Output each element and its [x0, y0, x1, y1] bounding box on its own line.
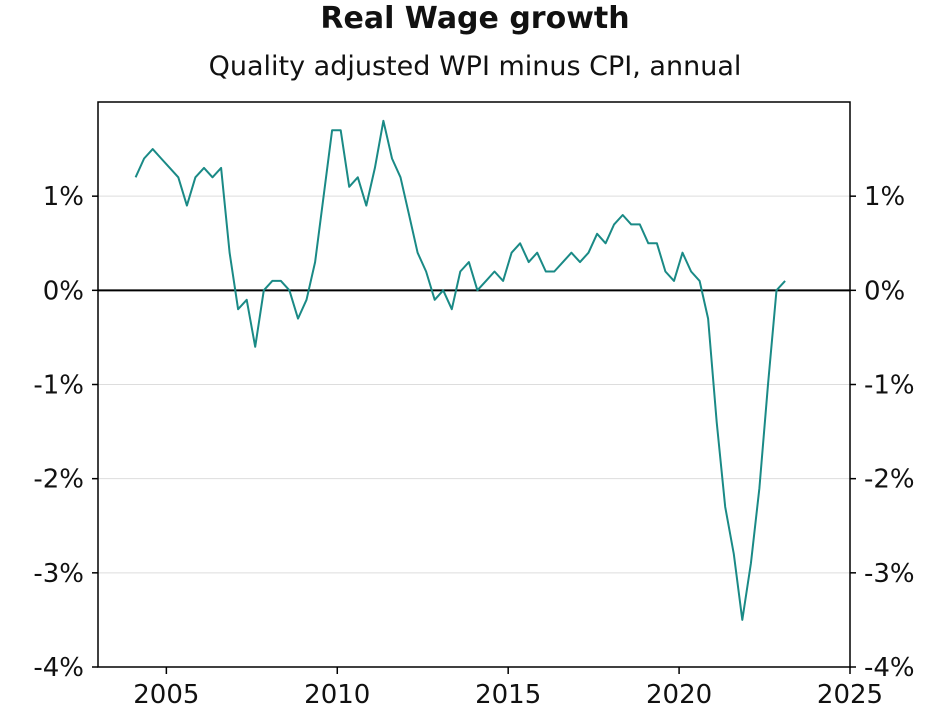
y-axis-right-labels: 1% 0% -1% -2% -3% -4% — [864, 182, 915, 683]
y-tick-label-left: 0% — [43, 276, 84, 306]
y-axis-left-labels: 1% 0% -1% -2% -3% -4% — [33, 182, 84, 683]
x-axis-labels: 2005 2010 2015 2020 2025 — [133, 680, 883, 710]
y-tick-label-right: -2% — [864, 465, 915, 495]
x-tick-label: 2020 — [646, 680, 712, 710]
chart-subtitle: Quality adjusted WPI minus CPI, annual — [208, 51, 742, 82]
gridlines — [98, 195, 850, 574]
y-tick-label-left: -2% — [33, 465, 84, 495]
x-tick-label: 2025 — [817, 680, 883, 710]
y-tick-label-left: -4% — [33, 653, 84, 683]
y-tick-label-left: -1% — [33, 371, 84, 401]
y-tick-label-right: 1% — [864, 182, 905, 212]
y-tick-label-right: -1% — [864, 371, 915, 401]
x-tick-label: 2010 — [304, 680, 370, 710]
y-tick-label-right: 0% — [864, 276, 905, 306]
y-tick-label-left: -3% — [33, 559, 84, 589]
y-tick-label-left: 1% — [43, 182, 84, 212]
x-tick-label: 2015 — [475, 680, 541, 710]
axis-ticks — [92, 195, 856, 674]
x-tick-label: 2005 — [133, 680, 199, 710]
y-tick-label-right: -4% — [864, 653, 915, 683]
chart-title: Real Wage growth — [320, 1, 630, 36]
series-line-real-wage-growth — [134, 119, 786, 621]
y-tick-label-right: -3% — [864, 559, 915, 589]
